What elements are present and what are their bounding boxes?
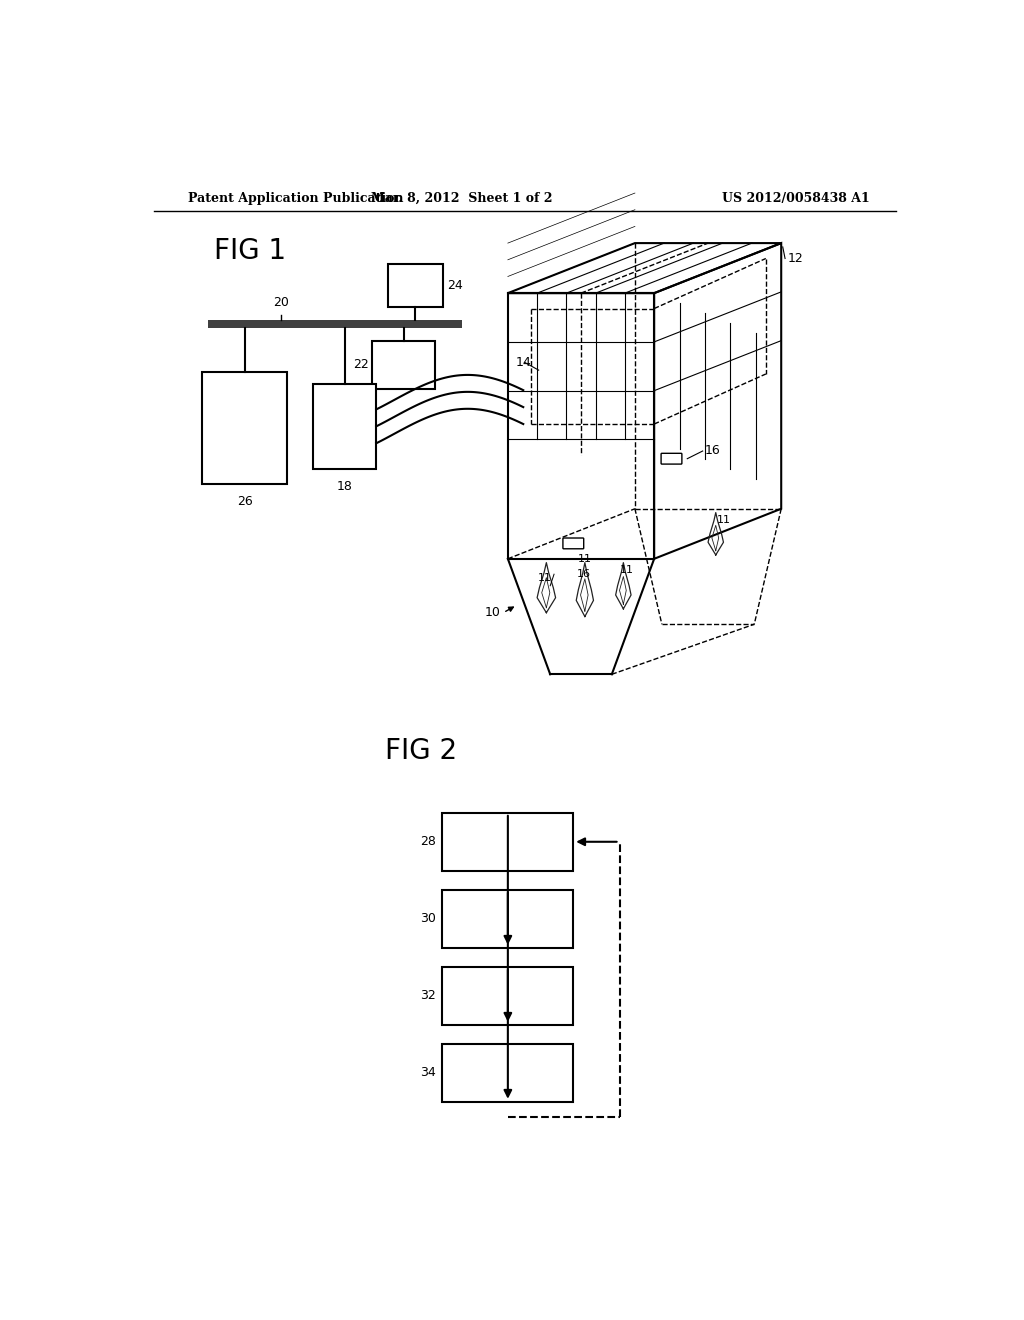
Text: 26: 26 (237, 495, 252, 508)
Text: 10: 10 (484, 606, 500, 619)
Bar (313, 384, 376, 469)
Text: 16: 16 (705, 445, 720, 458)
Text: 34: 34 (421, 1067, 436, 1080)
Text: 11: 11 (578, 554, 592, 564)
Text: Patent Application Publication: Patent Application Publication (188, 191, 403, 205)
Bar (442, 966, 573, 1024)
Text: Mar. 8, 2012  Sheet 1 of 2: Mar. 8, 2012 Sheet 1 of 2 (371, 191, 552, 205)
Bar (442, 890, 573, 948)
Text: 22: 22 (352, 358, 369, 371)
Text: 14: 14 (515, 356, 531, 370)
Text: 11: 11 (717, 515, 730, 525)
Text: 24: 24 (447, 279, 463, 292)
Bar (442, 813, 573, 871)
FancyBboxPatch shape (563, 539, 584, 549)
Text: 12: 12 (787, 252, 803, 265)
Text: US 2012/0058438 A1: US 2012/0058438 A1 (722, 191, 869, 205)
Text: 32: 32 (421, 989, 436, 1002)
Bar (208, 319, 462, 329)
Bar (442, 1044, 573, 1102)
Text: 11: 11 (621, 565, 634, 576)
FancyBboxPatch shape (662, 453, 682, 465)
Text: 20: 20 (272, 296, 289, 309)
Text: 11: 11 (538, 573, 552, 583)
Bar (202, 372, 287, 483)
Text: 18: 18 (337, 480, 352, 494)
Bar (388, 264, 443, 306)
Text: FIG 2: FIG 2 (385, 738, 457, 766)
Bar (373, 341, 435, 388)
Text: 30: 30 (421, 912, 436, 925)
Text: FIG 1: FIG 1 (214, 236, 286, 265)
Text: 16: 16 (578, 569, 591, 579)
Text: 28: 28 (421, 836, 436, 849)
